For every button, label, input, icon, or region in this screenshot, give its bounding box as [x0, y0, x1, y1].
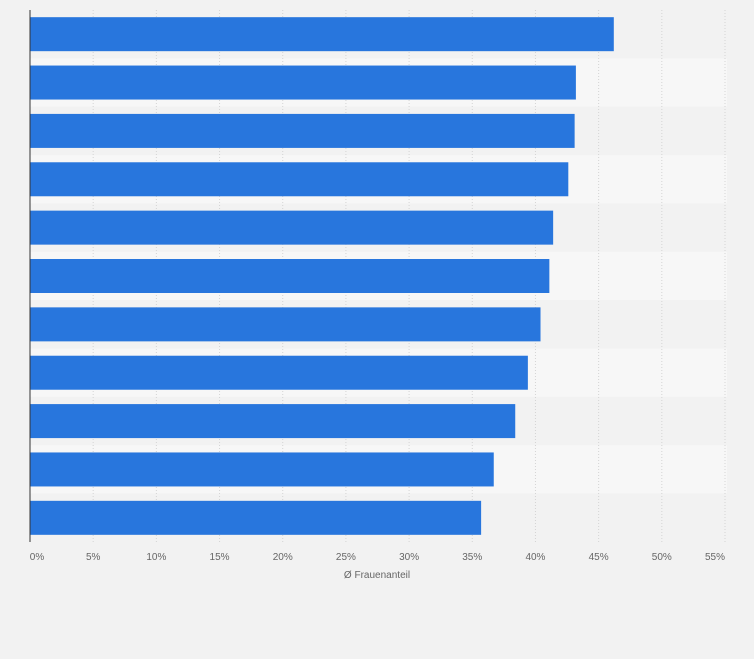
bar[interactable] — [30, 355, 528, 390]
x-tick-label: 55% — [705, 552, 725, 563]
x-tick-label: 50% — [652, 552, 672, 563]
x-tick-label: 40% — [525, 552, 545, 563]
x-tick-label: 15% — [210, 552, 230, 563]
x-tick-label: 45% — [589, 552, 609, 563]
bars — [30, 17, 614, 535]
x-tick-label: 5% — [86, 552, 101, 563]
x-tick-label: 25% — [336, 552, 356, 563]
bar[interactable] — [30, 259, 550, 293]
x-axis-title: Ø Frauenanteil — [344, 570, 410, 581]
bar[interactable] — [30, 17, 614, 52]
x-tick-label: 35% — [462, 552, 482, 563]
bar[interactable] — [30, 404, 516, 439]
x-tick-labels: 0% 5% 10% 15% 20% 25% 30% 35% 40% 45% 50% 55% — [30, 552, 725, 563]
x-tick-label: 10% — [146, 552, 166, 563]
x-tick-label: 20% — [273, 552, 293, 563]
bar[interactable] — [30, 307, 541, 342]
bar[interactable] — [30, 113, 575, 148]
bar[interactable] — [30, 210, 554, 245]
x-tick-label: 0% — [30, 552, 45, 563]
bar[interactable] — [30, 162, 569, 197]
x-tick-label: 30% — [399, 552, 419, 563]
bar[interactable] — [30, 500, 482, 535]
bar[interactable] — [30, 452, 494, 487]
bar[interactable] — [30, 65, 576, 100]
